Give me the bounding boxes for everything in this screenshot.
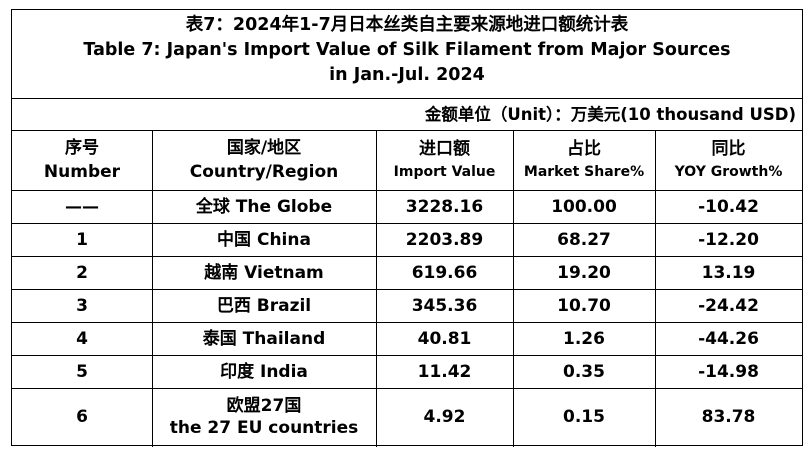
header-number: 序号 Number <box>12 130 152 190</box>
row-market-share: 10.70 <box>557 295 611 316</box>
divider <box>12 98 802 99</box>
header-number-zh: 序号 <box>65 138 99 158</box>
header-import-value: 进口额 Import Value <box>376 130 513 190</box>
header-yoy-growth-en: YOY Growth% <box>674 164 783 180</box>
divider <box>12 355 802 356</box>
row-yoy-growth: 83.78 <box>701 406 756 427</box>
row-yoy-growth: -44.26 <box>698 328 759 349</box>
row-import-value: 345.36 <box>411 295 478 316</box>
row-number: 6 <box>76 406 88 427</box>
row-number: 3 <box>76 295 88 316</box>
header-market-share-zh: 占比 <box>567 139 601 159</box>
row-number: 5 <box>76 361 88 382</box>
row-market-share: 1.26 <box>563 328 605 349</box>
row-number: 1 <box>76 229 88 250</box>
unit-label: 金额单位（Unit）：万美元(10 thousand USD) <box>424 105 796 124</box>
row-country: 泰国 Thailand <box>202 328 326 349</box>
column-divider <box>152 130 153 447</box>
divider <box>12 190 802 191</box>
header-yoy-growth-zh: 同比 <box>711 139 746 159</box>
header-country-zh: 国家/地区 <box>226 138 302 158</box>
table-title: 表7：2024年1-7月日本丝类自主要来源地进口额统计表 Table 7: Ja… <box>12 10 802 98</box>
title-en: Table 7: Japan's Import Value of Silk Fi… <box>83 40 731 60</box>
row-import-value: 3228.16 <box>405 196 484 217</box>
divider <box>12 388 802 389</box>
row-market-share: 0.15 <box>563 406 605 427</box>
row-number: 4 <box>76 328 88 349</box>
header-number-en: Number <box>43 162 121 182</box>
row-country: 巴西 Brazil <box>216 295 312 316</box>
divider <box>12 256 802 257</box>
divider <box>12 289 802 290</box>
row-yoy-growth: -24.42 <box>698 295 759 316</box>
header-market-share-en: Market Share% <box>523 164 645 180</box>
header-country: 国家/地区 Country/Region <box>152 130 376 190</box>
row-import-value: 619.66 <box>411 262 478 283</box>
header-country-en: Country/Region <box>189 162 339 182</box>
row-market-share: 100.00 <box>551 196 617 217</box>
column-divider <box>655 130 656 447</box>
row-yoy-growth: -12.20 <box>698 229 759 250</box>
row-country-en: the 27 EU countries <box>169 417 359 438</box>
row-market-share: 68.27 <box>557 229 611 250</box>
header-import-value-en: Import Value <box>393 164 496 180</box>
title-en-period: in Jan.-Jul. 2024 <box>329 65 485 85</box>
row-yoy-growth: 13.19 <box>701 262 756 283</box>
divider <box>12 223 802 224</box>
row-country: 欧盟27国 the 27 EU countries <box>152 388 376 445</box>
row-market-share: 0.35 <box>563 361 605 382</box>
row-import-value: 11.42 <box>417 361 472 382</box>
row-country: 越南 Vietnam <box>204 262 324 283</box>
row-country: 中国 China <box>217 229 311 250</box>
title-zh: 表7：2024年1-7月日本丝类自主要来源地进口额统计表 <box>185 15 629 35</box>
row-number: —— <box>65 196 99 217</box>
row-number: 2 <box>76 262 88 283</box>
row-yoy-growth: -10.42 <box>698 196 759 217</box>
row-import-value: 2203.89 <box>405 229 484 250</box>
import-table: 表7：2024年1-7月日本丝类自主要来源地进口额统计表 Table 7: Ja… <box>11 9 803 447</box>
header-import-value-zh: 进口额 <box>419 139 470 159</box>
divider <box>12 322 802 323</box>
row-import-value: 4.92 <box>423 406 466 427</box>
header-yoy-growth: 同比 YOY Growth% <box>655 130 802 190</box>
row-yoy-growth: -14.98 <box>698 361 759 382</box>
column-divider <box>376 130 377 447</box>
row-market-share: 19.20 <box>557 262 611 283</box>
row-country: 印度 India <box>220 361 308 382</box>
column-divider <box>513 130 514 447</box>
row-import-value: 40.81 <box>417 328 472 349</box>
row-country-zh: 欧盟27国 <box>226 395 302 416</box>
header-market-share: 占比 Market Share% <box>513 130 655 190</box>
divider <box>12 130 802 131</box>
row-country: 全球 The Globe <box>195 196 333 217</box>
